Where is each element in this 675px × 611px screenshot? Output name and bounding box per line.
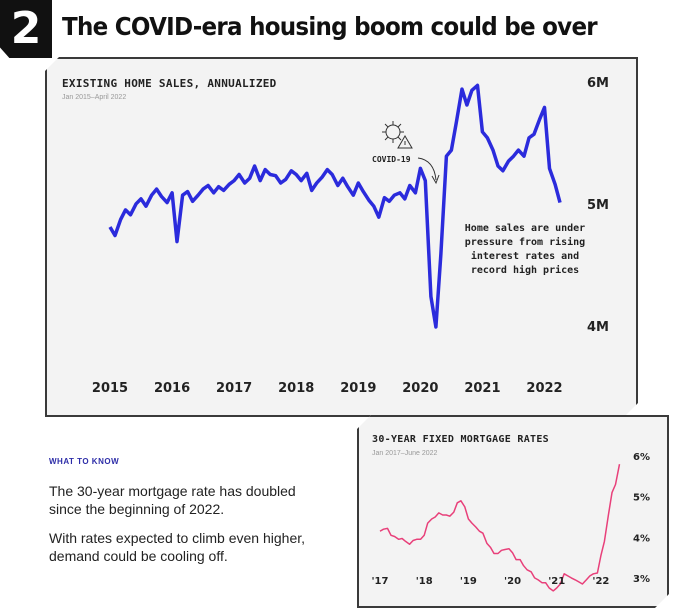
rates-y-tick-label: 6%	[633, 452, 650, 463]
what-to-know-paragraph-2: With rates expected to climb even higher…	[49, 530, 306, 564]
covid-label: COVID-19	[372, 155, 411, 164]
section-number-badge: 2	[0, 0, 52, 58]
what-to-know-label: WHAT TO KNOW	[49, 457, 120, 466]
rates-y-tick-label: 3%	[633, 574, 650, 585]
sales-x-tick-label: 2015	[92, 381, 128, 396]
rates-series-line	[379, 464, 621, 592]
sales-y-tick-label: 6M	[587, 76, 609, 91]
annotation-line: pressure from rising	[464, 237, 586, 248]
home-sales-subtitle: Jan 2015–April 2022	[62, 94, 127, 101]
annotation-line: interest rates and	[470, 251, 580, 262]
mortgage-rates-title: 30-YEAR FIXED MORTGAGE RATES	[372, 434, 549, 445]
sales-x-tick-label: 2019	[340, 381, 376, 396]
covid-arrowhead	[431, 174, 440, 185]
headline: The COVID-era housing boom could be over	[62, 12, 598, 41]
rates-x-tick-label: '20	[504, 576, 521, 587]
rates-x-tick-label: '19	[460, 576, 477, 587]
annotation-line: record high prices	[470, 265, 580, 276]
covid-arrow	[417, 157, 437, 181]
rates-x-tick-label: '21	[548, 576, 565, 587]
sales-x-tick-label: 2022	[526, 381, 562, 396]
sales-x-tick-label: 2018	[278, 381, 314, 396]
home-sales-title: EXISTING HOME SALES, ANNUALIZED	[62, 77, 277, 90]
annotation-line: Home sales are under	[464, 223, 586, 234]
sales-x-tick-label: 2020	[402, 381, 438, 396]
rates-x-tick-label: '17	[372, 576, 389, 587]
rates-x-tick-label: '18	[416, 576, 433, 587]
mortgage-rates-subtitle: Jan 2017–June 2022	[372, 450, 438, 457]
virus-icon	[382, 121, 413, 149]
sales-x-tick-label: 2017	[216, 381, 252, 396]
sales-y-tick-label: 5M	[587, 198, 609, 213]
rates-y-tick-label: 5%	[633, 493, 650, 504]
what-to-know-paragraph-1: The 30-year mortgage rate has doubled si…	[49, 483, 296, 517]
rates-x-tick-label: '22	[592, 576, 609, 587]
sales-y-tick-label: 4M	[587, 320, 609, 335]
mortgage-rates-panel	[357, 415, 669, 608]
sales-annotation: Home sales are under pressure from risin…	[463, 222, 587, 278]
sales-series-line	[108, 83, 562, 329]
sales-x-tick-label: 2021	[464, 381, 500, 396]
sales-x-tick-label: 2016	[154, 381, 190, 396]
rates-y-tick-label: 4%	[633, 533, 650, 544]
